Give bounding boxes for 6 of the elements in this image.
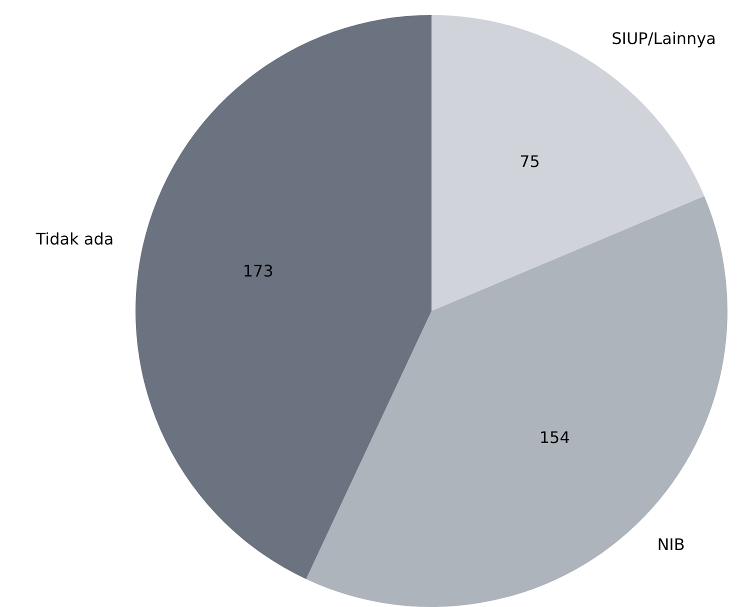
slice-label: SIUP/Lainnya bbox=[612, 28, 716, 48]
slice-label: Tidak ada bbox=[34, 229, 114, 248]
data-label: 173 bbox=[242, 262, 274, 281]
data-label: 75 bbox=[520, 152, 540, 172]
data-label: 154 bbox=[539, 428, 570, 448]
slice-label: NIB bbox=[657, 534, 685, 554]
